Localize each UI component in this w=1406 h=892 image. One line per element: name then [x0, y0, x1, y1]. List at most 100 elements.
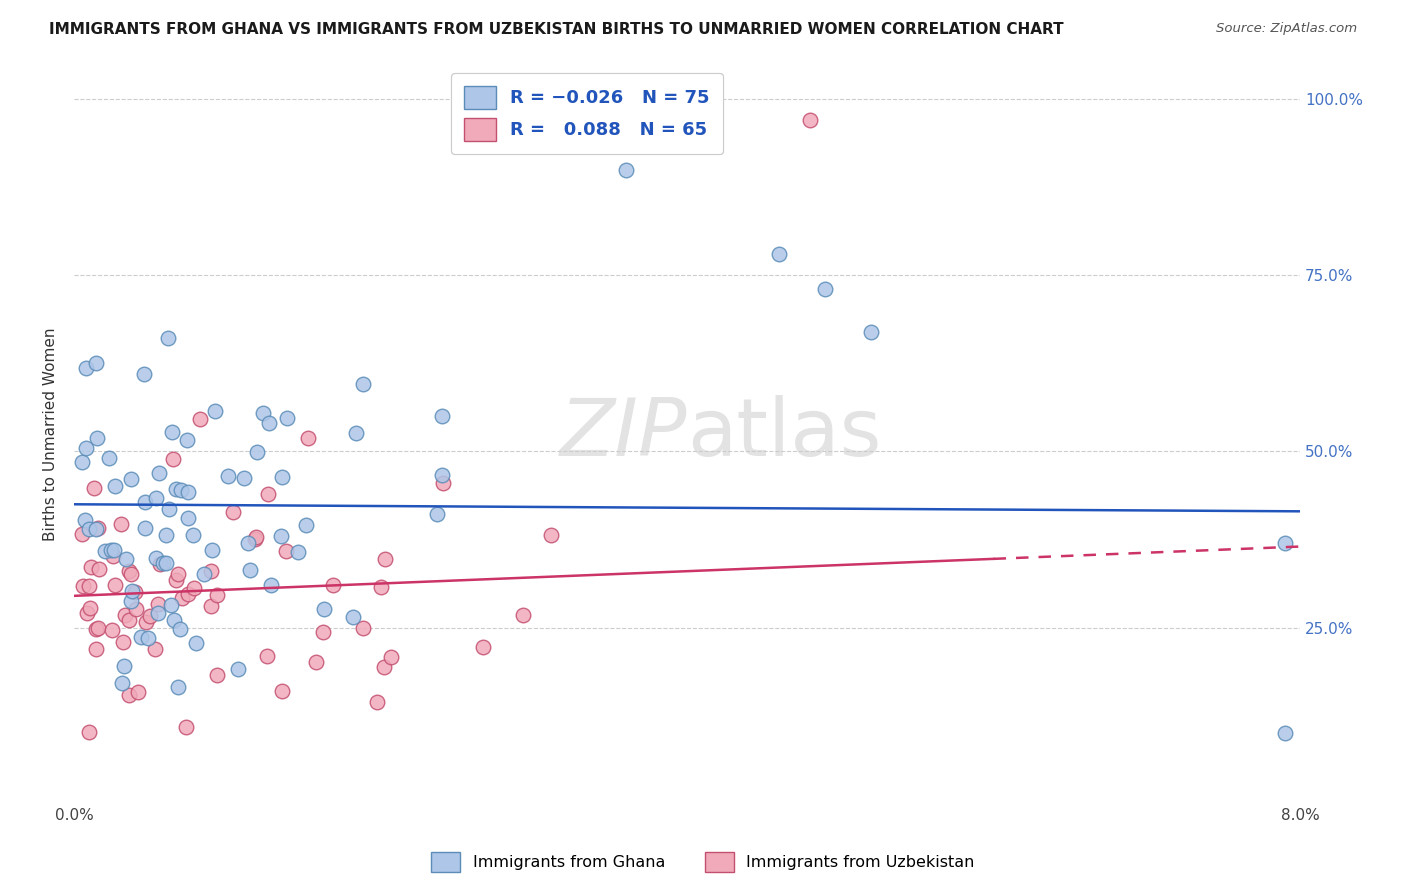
Point: [239, 563, 262, 577]
Point: [344, 426, 367, 441]
Point: [256, 486, 278, 500]
Point: [72, 579, 94, 593]
Point: [118, 565, 141, 579]
Point: [252, 406, 274, 420]
Point: [77, 522, 100, 536]
Point: [145, 550, 167, 565]
Point: [125, 602, 148, 616]
Point: [312, 625, 335, 640]
Point: [217, 469, 239, 483]
Point: [162, 613, 184, 627]
Point: [614, 162, 637, 177]
Point: [167, 567, 190, 582]
Point: [127, 685, 149, 699]
Point: [270, 684, 292, 698]
Point: [297, 431, 319, 445]
Point: [1274, 536, 1296, 550]
Point: [84, 622, 107, 636]
Point: [287, 544, 309, 558]
Point: [84, 356, 107, 370]
Point: [76, 607, 98, 621]
Point: [110, 517, 132, 532]
Point: [432, 476, 454, 491]
Point: [295, 517, 318, 532]
Point: [100, 543, 122, 558]
Point: [104, 478, 127, 492]
Point: [121, 583, 143, 598]
Point: [157, 331, 180, 345]
Point: [101, 549, 124, 564]
Point: [149, 557, 172, 571]
Point: [859, 325, 882, 339]
Point: [138, 609, 160, 624]
Point: [152, 556, 174, 570]
Text: IMMIGRANTS FROM GHANA VS IMMIGRANTS FROM UZBEKISTAN BIRTHS TO UNMARRIED WOMEN CO: IMMIGRANTS FROM GHANA VS IMMIGRANTS FROM…: [49, 22, 1064, 37]
Point: [232, 471, 254, 485]
Point: [181, 528, 204, 542]
Point: [257, 416, 280, 430]
Point: [183, 581, 205, 595]
Point: [205, 588, 228, 602]
Point: [176, 485, 198, 500]
Point: [512, 607, 534, 622]
Point: [86, 430, 108, 444]
Point: [86, 642, 108, 657]
Point: [177, 511, 200, 525]
Point: [118, 613, 141, 627]
Point: [111, 634, 134, 648]
Point: [305, 655, 328, 669]
Text: atlas: atlas: [688, 395, 882, 473]
Point: [188, 412, 211, 426]
Point: [200, 564, 222, 578]
Point: [352, 376, 374, 391]
Point: [72, 455, 94, 469]
Point: [170, 591, 193, 605]
Point: [276, 544, 298, 558]
Point: [155, 527, 177, 541]
Point: [169, 623, 191, 637]
Point: [104, 578, 127, 592]
Point: [374, 552, 396, 566]
Point: [200, 599, 222, 613]
Point: [118, 689, 141, 703]
Point: [135, 615, 157, 629]
Point: [246, 444, 269, 458]
Point: [177, 587, 200, 601]
Point: [87, 521, 110, 535]
Text: Source: ZipAtlas.com: Source: ZipAtlas.com: [1216, 22, 1357, 36]
Point: [370, 581, 392, 595]
Point: [540, 528, 562, 542]
Y-axis label: Births to Unmarried Women: Births to Unmarried Women: [44, 327, 58, 541]
Point: [165, 573, 187, 587]
Point: [98, 451, 121, 466]
Point: [148, 606, 170, 620]
Point: [77, 579, 100, 593]
Point: [432, 467, 454, 482]
Point: [260, 577, 283, 591]
Point: [112, 658, 135, 673]
Point: [124, 585, 146, 599]
Point: [270, 470, 292, 484]
Point: [75, 442, 97, 456]
Point: [312, 602, 335, 616]
Point: [134, 494, 156, 508]
Point: [245, 533, 267, 547]
Point: [143, 641, 166, 656]
Text: ZIP: ZIP: [560, 395, 688, 473]
Point: [184, 636, 207, 650]
Point: [129, 630, 152, 644]
Point: [73, 513, 96, 527]
Point: [799, 113, 821, 128]
Point: [132, 367, 155, 381]
Point: [120, 566, 142, 581]
Point: [162, 452, 184, 467]
Point: [155, 556, 177, 570]
Point: [87, 562, 110, 576]
Point: [276, 411, 298, 425]
Point: [145, 491, 167, 505]
Point: [70, 527, 93, 541]
Point: [201, 543, 224, 558]
Point: [136, 632, 159, 646]
Point: [366, 694, 388, 708]
Point: [101, 623, 124, 637]
